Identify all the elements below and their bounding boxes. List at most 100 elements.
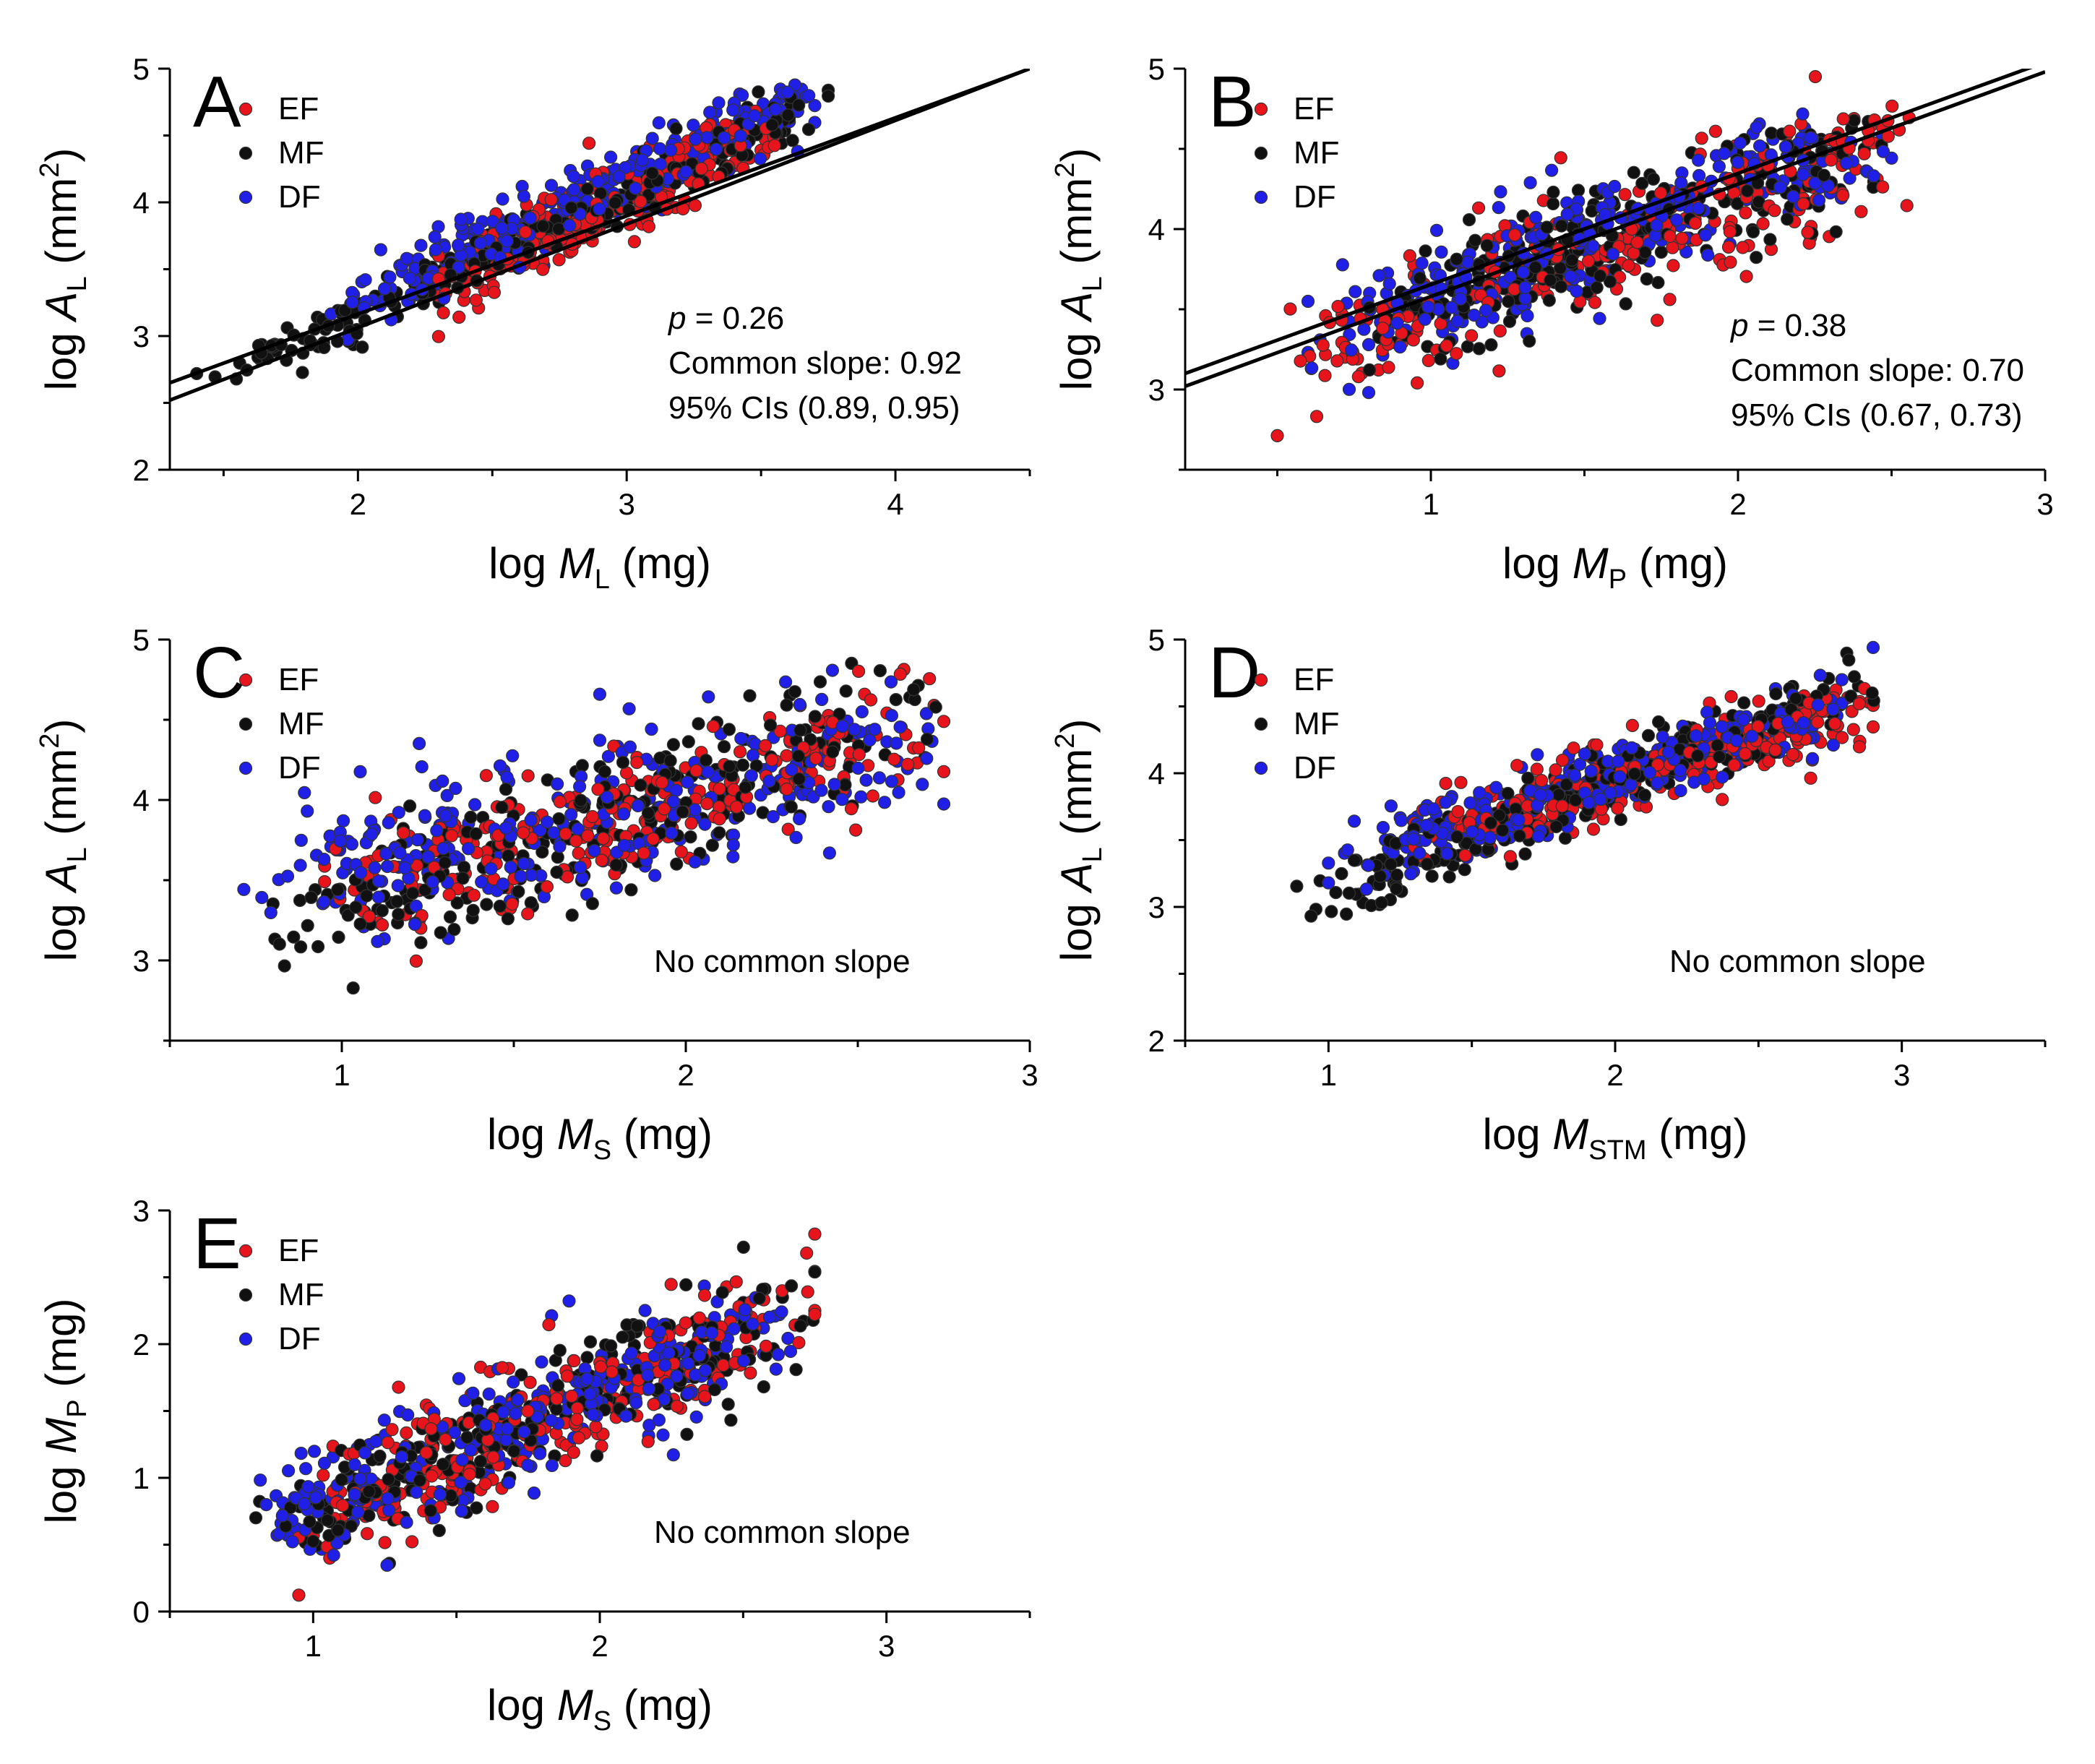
point-ef — [664, 1278, 678, 1291]
point-mf — [1627, 767, 1641, 781]
point-mf — [353, 917, 367, 931]
point-df — [1866, 640, 1880, 655]
point-df — [392, 806, 405, 819]
panel-label: D — [1208, 632, 1260, 713]
point-df — [495, 221, 509, 235]
point-mf — [390, 895, 404, 908]
legend-label-df: DF — [278, 1321, 321, 1356]
scatter-points — [1290, 640, 1880, 923]
point-df — [410, 832, 424, 847]
point-mf — [304, 890, 318, 905]
point-ef — [1723, 225, 1737, 238]
point-ef — [431, 330, 446, 343]
scatter-points — [1270, 69, 1916, 443]
point-df — [835, 793, 849, 806]
point-df — [428, 230, 442, 244]
point-ef — [1756, 217, 1770, 231]
point-mf — [739, 780, 752, 794]
point-df — [679, 165, 693, 178]
point-mf — [1434, 352, 1447, 366]
point-df — [1717, 147, 1731, 160]
point-mf — [1750, 251, 1763, 264]
point-ef — [809, 752, 823, 765]
point-mf — [676, 805, 689, 819]
point-df — [507, 1375, 520, 1389]
point-df — [1796, 107, 1810, 121]
point-df — [1465, 825, 1479, 839]
point-df — [345, 837, 358, 851]
point-mf — [373, 1449, 387, 1463]
point-df — [1876, 145, 1890, 158]
point-df — [1450, 314, 1464, 328]
point-ef — [582, 137, 596, 150]
point-df — [371, 934, 384, 948]
point-df — [766, 809, 780, 824]
point-df — [742, 801, 757, 815]
point-df — [1661, 745, 1675, 760]
point-ef — [1768, 743, 1782, 757]
point-ef — [1854, 205, 1868, 218]
annotation-text: No common slope — [654, 944, 911, 979]
point-ef — [657, 802, 671, 816]
point-mf — [550, 865, 564, 879]
point-ef — [405, 1535, 419, 1549]
point-df — [1835, 673, 1849, 687]
legend-label-mf: MF — [278, 135, 324, 171]
y-tick-label: 3 — [133, 1194, 150, 1228]
point-ef — [801, 1285, 814, 1299]
point-df — [859, 773, 873, 787]
point-mf — [306, 1534, 320, 1548]
point-ef — [1567, 741, 1580, 755]
point-mf — [1554, 280, 1568, 293]
point-ef — [523, 1375, 537, 1390]
point-mf — [1569, 793, 1583, 807]
point-mf — [743, 689, 757, 702]
point-mf — [907, 683, 921, 697]
point-df — [1826, 702, 1840, 716]
point-mf — [1496, 823, 1510, 838]
point-df — [1523, 176, 1537, 189]
point-df — [454, 1476, 468, 1489]
point-ef — [375, 918, 390, 932]
point-ef — [439, 1432, 452, 1447]
point-ef — [542, 1317, 556, 1332]
point-mf — [311, 939, 325, 954]
point-df — [301, 1480, 315, 1494]
point-mf — [1842, 653, 1856, 667]
point-ef — [689, 764, 703, 778]
point-df — [380, 859, 395, 874]
point-mf — [1521, 771, 1535, 786]
point-ef — [589, 1420, 603, 1434]
point-ef — [1421, 353, 1435, 367]
point-df — [301, 804, 314, 818]
point-ef — [1708, 124, 1722, 138]
point-df — [374, 243, 388, 257]
point-ef — [550, 1392, 564, 1406]
point-df — [573, 861, 588, 874]
point-mf — [360, 889, 374, 903]
point-mf — [1769, 687, 1783, 701]
legend-marker-mf — [238, 717, 253, 731]
point-mf — [436, 1458, 450, 1471]
point-df — [1520, 309, 1534, 323]
point-df — [681, 1387, 694, 1401]
point-ef — [1836, 112, 1850, 126]
scatter-points — [237, 656, 951, 995]
point-mf — [1711, 739, 1724, 752]
point-mf — [470, 1501, 483, 1515]
point-mf — [301, 918, 314, 932]
point-ef — [642, 220, 656, 233]
scatter-points — [249, 1227, 822, 1602]
point-df — [521, 1458, 535, 1472]
point-ef — [706, 720, 720, 733]
point-ef — [521, 769, 535, 783]
point-mf — [763, 718, 778, 732]
panel-label: B — [1208, 61, 1257, 142]
point-df — [478, 1418, 493, 1432]
point-mf — [666, 738, 681, 752]
point-df — [372, 874, 386, 888]
point-ef — [1866, 720, 1880, 734]
point-df — [702, 690, 715, 704]
point-mf — [1691, 749, 1705, 763]
point-df — [666, 1448, 680, 1462]
